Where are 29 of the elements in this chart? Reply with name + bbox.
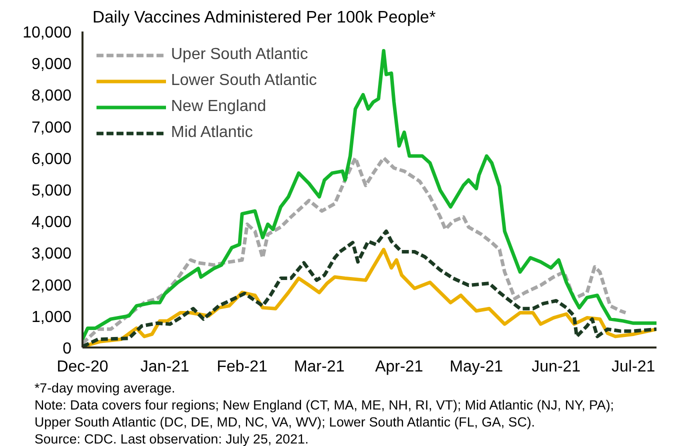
source-note: Source: CDC. Last observation: July 25, 2021. [34,432,309,446]
x-tick-label: Apr-21 [375,358,424,376]
y-tick-label: 2,000 [31,277,72,294]
line-series [82,49,656,342]
y-tick-label: 4,000 [31,214,72,232]
chart-title: Daily Vaccines Administered Per 100k People* [92,8,436,26]
text: *7-day moving average. [34,380,176,396]
legend-label: Lower South Atlantic [171,72,317,90]
y-tick-label: 10,000 [22,24,72,42]
x-tick-label: Jul-21 [612,358,656,376]
y-tick-label: 0 [62,340,72,358]
x-tick-label: Dec-20 [56,358,108,376]
line-series [82,156,628,346]
y-tick-label: 8,000 [31,88,72,105]
x-tick-label: May-21 [450,358,504,376]
x-tick-label: Mar-21 [294,358,345,376]
text: Note: Data covers four regions; New England (CT, MA, ME, NH, RI, VT); Mid Atlantic (NJ, NY, PA); Upper South Atlantic (DC, DE, MD, NC, VA, WV); Lower South Atlantic (FL, GA, SC). [34,398,614,430]
y-tick-label: 7,000 [31,119,72,136]
x-tick-label: Jan-21 [140,358,190,376]
y-tick-label: 9,000 [31,56,72,74]
y-tick-label: 6,000 [31,150,72,168]
legend-label: Mid Atlantic [171,124,253,142]
x-tick-label: Jun-21 [532,358,581,376]
legend-label: Uper South Atlantic [171,46,308,64]
y-tick-label: 5,000 [31,182,72,200]
y-tick-label: 1,000 [31,308,72,326]
y-tick-label: 3,000 [31,246,72,263]
x-tick-label: Feb-21 [216,358,268,376]
legend-label: New England [171,98,266,116]
